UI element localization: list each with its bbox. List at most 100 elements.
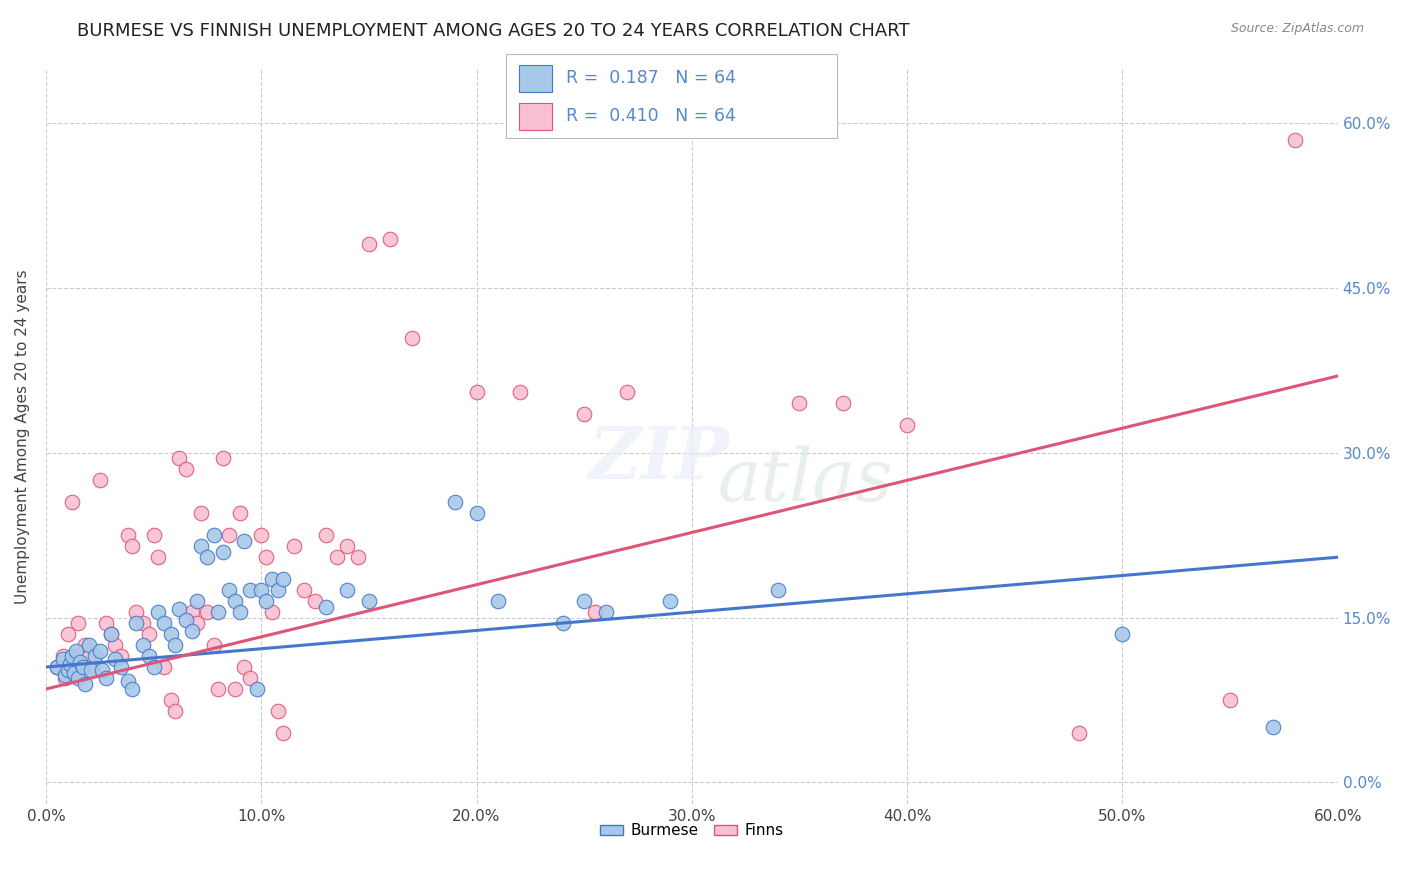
Point — [304, 594, 326, 608]
Point — [45, 660, 67, 674]
Point — [142, 660, 165, 674]
Point — [465, 506, 488, 520]
Point — [595, 605, 617, 619]
Point — [91, 663, 114, 677]
Point — [96, 671, 118, 685]
Point — [572, 408, 595, 422]
Point — [315, 528, 337, 542]
Point — [96, 616, 118, 631]
Point — [347, 550, 370, 565]
Point — [224, 594, 246, 608]
Point — [267, 704, 290, 718]
Point — [283, 539, 305, 553]
Point — [357, 237, 380, 252]
Point — [89, 643, 111, 657]
Point — [315, 599, 337, 614]
Point — [60, 495, 83, 509]
Point — [153, 660, 176, 674]
Bar — [519, 103, 553, 130]
Point — [197, 605, 219, 619]
Point — [207, 605, 229, 619]
Point — [486, 594, 509, 608]
Point — [202, 528, 225, 542]
Point — [60, 648, 83, 663]
Point — [121, 681, 143, 696]
Point — [551, 616, 574, 631]
Point — [267, 583, 290, 598]
Point — [831, 396, 853, 410]
Text: BURMESE VS FINNISH UNEMPLOYMENT AMONG AGES 20 TO 24 YEARS CORRELATION CHART: BURMESE VS FINNISH UNEMPLOYMENT AMONG AG… — [77, 22, 910, 40]
Point — [250, 528, 273, 542]
Point — [104, 652, 127, 666]
Point — [766, 583, 789, 598]
Point — [69, 655, 91, 669]
Point — [207, 681, 229, 696]
Point — [132, 638, 155, 652]
Point — [325, 550, 347, 565]
Point — [169, 451, 191, 466]
Point — [117, 528, 139, 542]
Point — [138, 648, 160, 663]
Point — [56, 663, 79, 677]
Point — [292, 583, 315, 598]
Point — [67, 616, 90, 631]
Point — [174, 462, 197, 476]
Point — [146, 550, 169, 565]
Point — [125, 605, 148, 619]
Point — [165, 704, 187, 718]
Point — [1284, 133, 1306, 147]
Point — [80, 663, 103, 677]
Point — [110, 660, 132, 674]
Point — [52, 648, 75, 663]
Point — [211, 545, 233, 559]
Point — [56, 627, 79, 641]
Point — [181, 605, 204, 619]
Point — [228, 506, 250, 520]
Point — [444, 495, 467, 509]
Point — [260, 605, 283, 619]
Point — [73, 638, 96, 652]
Point — [218, 528, 240, 542]
Point — [52, 652, 75, 666]
Text: Source: ZipAtlas.com: Source: ZipAtlas.com — [1230, 22, 1364, 36]
Point — [53, 667, 76, 681]
Point — [110, 648, 132, 663]
Point — [260, 572, 283, 586]
Bar — [519, 64, 553, 92]
Point — [789, 396, 811, 410]
Point — [401, 330, 423, 344]
Text: ZIP: ZIP — [589, 423, 730, 494]
Point — [153, 616, 176, 631]
Point — [250, 583, 273, 598]
Point — [336, 539, 359, 553]
Point — [509, 385, 531, 400]
Point — [616, 385, 638, 400]
Point — [160, 627, 183, 641]
Point — [896, 418, 918, 433]
Y-axis label: Unemployment Among Ages 20 to 24 years: Unemployment Among Ages 20 to 24 years — [15, 269, 30, 604]
Point — [1069, 726, 1091, 740]
Point — [239, 671, 262, 685]
Point — [125, 616, 148, 631]
Point — [165, 638, 187, 652]
Point — [84, 648, 107, 663]
Point — [174, 613, 197, 627]
Point — [1261, 721, 1284, 735]
Point — [121, 539, 143, 553]
Point — [246, 681, 269, 696]
Point — [77, 648, 100, 663]
Point — [146, 605, 169, 619]
Point — [160, 693, 183, 707]
Point — [100, 627, 122, 641]
Point — [72, 660, 94, 674]
Point — [211, 451, 233, 466]
Point — [77, 638, 100, 652]
Legend: Burmese, Finns: Burmese, Finns — [593, 817, 790, 845]
Point — [1111, 627, 1133, 641]
Point — [53, 671, 76, 685]
Point — [380, 232, 402, 246]
Point — [138, 627, 160, 641]
Point — [45, 660, 67, 674]
Point — [254, 550, 277, 565]
Point — [104, 638, 127, 652]
